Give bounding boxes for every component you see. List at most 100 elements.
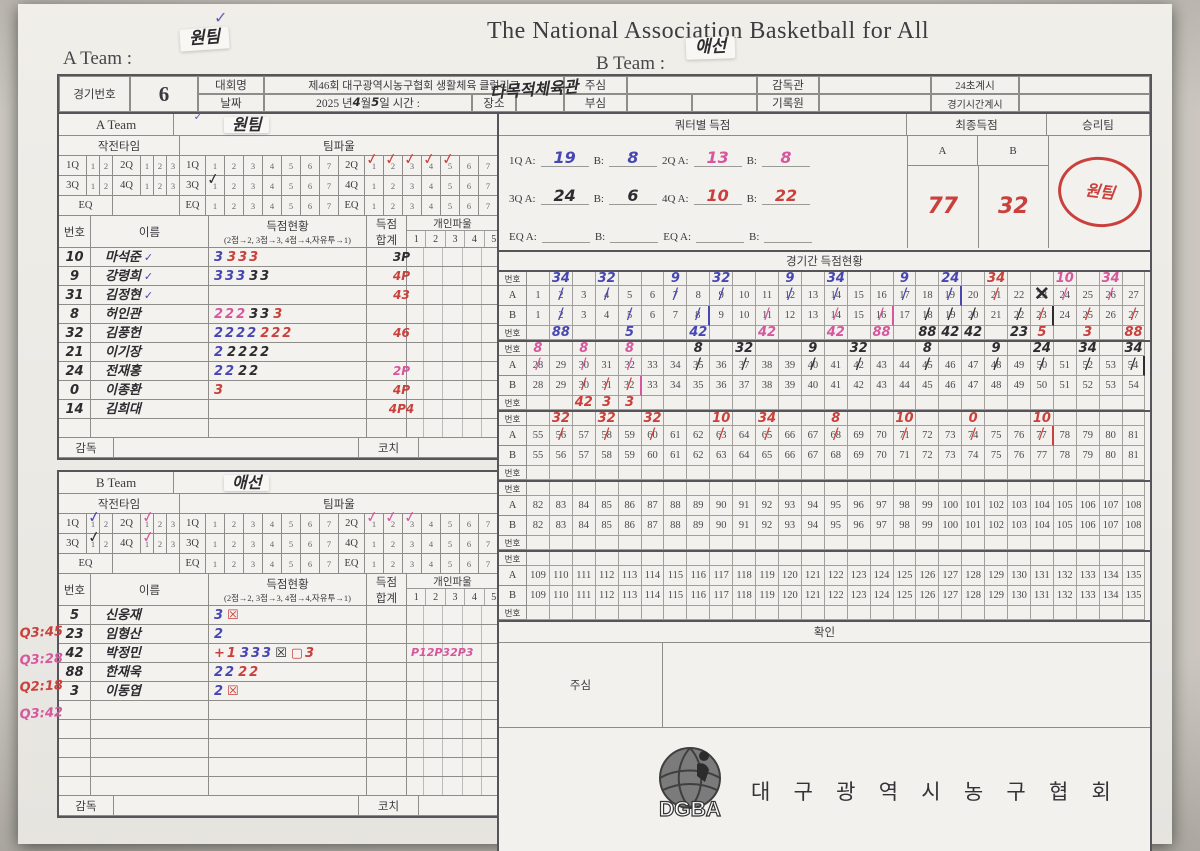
- grid-cell: 31/: [595, 374, 619, 396]
- grid-cell: 35: [687, 376, 711, 396]
- team-name-tape: 원팀: [224, 116, 270, 133]
- grid-cell: [572, 412, 596, 426]
- grid-cell: 124: [870, 586, 894, 606]
- grid-cell: [1099, 466, 1123, 480]
- player-name-hand: 이기장: [105, 344, 141, 360]
- grid-cell: 1: [527, 306, 550, 326]
- jersey-number-hand: 24: [1032, 340, 1051, 356]
- grid-cell: [1053, 342, 1077, 356]
- teamfoul-cell: 6: [460, 534, 479, 554]
- jersey-number-hand: 42: [941, 324, 960, 340]
- coach-row: 감독 코치: [59, 796, 499, 816]
- player-scoring: [209, 400, 367, 419]
- pfoul-cell: [443, 362, 463, 380]
- pfoul-cell: [405, 720, 424, 738]
- grid-cell: 80: [1099, 446, 1123, 466]
- grid-cell: 96: [847, 516, 871, 536]
- grid-cell: 24: [1053, 306, 1077, 326]
- score-slash-mark: /: [970, 423, 976, 445]
- grid-cell: 22/: [1008, 304, 1031, 326]
- pfoul-cell: [424, 777, 444, 795]
- grid-cell: [595, 326, 619, 340]
- grid-cell: [985, 536, 1009, 550]
- score-slash-mark: /: [810, 353, 816, 375]
- grid-cell: 10: [893, 411, 917, 426]
- score-slash-mark: /: [672, 283, 679, 305]
- jersey-number-hand: 9: [899, 270, 909, 286]
- teamfoul-cell: 7: [320, 554, 339, 574]
- grid-cell: 109: [527, 586, 550, 606]
- quarter-a-hand: 19: [553, 148, 576, 167]
- grid-row-label: A: [499, 566, 527, 586]
- player-name: 전재홍: [91, 362, 209, 381]
- score-segment: 22: [214, 664, 237, 680]
- teamfoul-cell: 6: [460, 176, 479, 196]
- grid-cell: 112: [595, 586, 619, 606]
- grid-cell: 96: [847, 496, 871, 516]
- venue-cell: [516, 94, 564, 112]
- eq-timeout-label: EQ: [59, 196, 113, 216]
- player-total: 4P: [367, 381, 410, 400]
- player-no: [59, 739, 91, 758]
- grid-cell: [664, 482, 688, 496]
- grid-cell: [893, 466, 917, 480]
- pfoul-cell: [463, 381, 483, 399]
- quarter-line: 3Q A: 24 B: 6 4Q A: 10 B: 22: [509, 186, 810, 205]
- player-row: 8 허인관 222 33 3: [59, 305, 499, 324]
- teamfoul-cell: 4: [422, 196, 441, 216]
- grid-cell: 119: [756, 566, 779, 586]
- grid-cell: 53: [1099, 376, 1123, 396]
- pfoul-cell: [424, 682, 444, 700]
- check-icon: ✓: [205, 169, 221, 189]
- grid-cell: 34: [664, 356, 688, 376]
- pfoul-cell: [405, 286, 424, 304]
- check-icon: ✓: [140, 527, 156, 547]
- grid-cell: 123: [847, 566, 871, 586]
- player-check-icon: ✓: [143, 250, 154, 264]
- total-label-2: 합계: [375, 592, 398, 605]
- no-header: 번호: [59, 216, 91, 248]
- umpire-label: 부심: [564, 94, 627, 112]
- grid-cell: 30/: [572, 374, 596, 396]
- timeout-cell: 2: [100, 534, 113, 554]
- pfoul-cell: [424, 324, 444, 342]
- name-header: 이름: [91, 574, 209, 606]
- grid-cell: 131: [1030, 566, 1054, 586]
- grid-cell: [618, 466, 642, 480]
- teamfoul-cell: 6: [301, 514, 320, 534]
- teamfoul-cell: 6: [460, 156, 479, 176]
- grid-cell: [1053, 466, 1077, 480]
- score-segment: 333: [227, 249, 261, 265]
- foul-quarter-label: 3Q: [180, 534, 206, 554]
- assistant-coach-value: [419, 438, 499, 458]
- score-slash-mark: /: [626, 373, 632, 395]
- grid-cell: 69: [847, 446, 871, 466]
- score-segment: 2: [214, 344, 226, 360]
- grid-cell: 49: [1008, 376, 1031, 396]
- grid-cell: 128: [962, 586, 986, 606]
- quarter-b-label: B:: [749, 231, 760, 243]
- grid-cell: [870, 396, 894, 410]
- grid-cell: 48: [985, 376, 1009, 396]
- teamfoul-cell: 3: [244, 156, 263, 176]
- date-day-hand: 5: [371, 95, 380, 110]
- jersey-number-hand: 42: [574, 394, 593, 410]
- grid-cell: [641, 272, 665, 286]
- pfoul-cell: [463, 606, 483, 624]
- player-name-hand: 임형산: [105, 626, 141, 642]
- player-fouls: [407, 625, 499, 644]
- jersey-number-hand: 34: [1124, 340, 1143, 356]
- grid-band: 번호 A 82 83 84 85 86 87 88 89 90 91 92 93 94 95 96 97 98 99 1…: [499, 482, 1150, 552]
- final-a-label: A: [908, 136, 978, 166]
- grid-cell: 83: [549, 516, 573, 536]
- grid-cell: 62: [687, 426, 711, 446]
- grid-cell: [985, 466, 1009, 480]
- grid-cell: 47: [962, 356, 986, 376]
- foul-grid-row: 1Q 1 2 2Q 1 2 3 1Q 1 2 3 4 5 6 7 2Q 1 ✓ 2 ✓ 3 ✓ 4 ✓ 5 ✓ 6 7: [59, 149, 499, 176]
- score-slash-mark: /: [993, 353, 999, 375]
- grid-cell: 55: [527, 446, 550, 466]
- foul-quarter-label: 2Q: [339, 514, 365, 534]
- grid-cell: [985, 482, 1009, 496]
- player-row: 9 강령희 ✓ 333 33 4P: [59, 267, 499, 286]
- jersey-number-hand: 88: [1124, 324, 1143, 340]
